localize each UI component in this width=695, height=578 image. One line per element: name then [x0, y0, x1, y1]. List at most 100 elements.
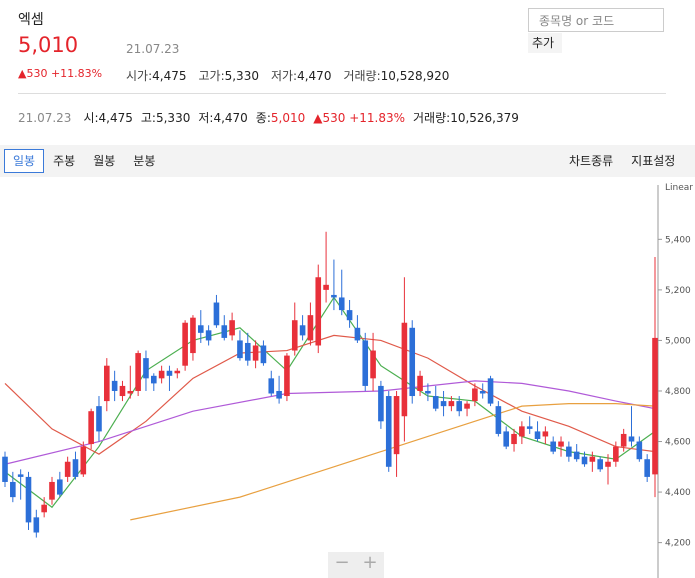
candle-body [605, 461, 611, 467]
info-date: 21.07.23 [18, 111, 72, 125]
info-value: 4,475 [98, 111, 133, 125]
stat-label: 거래량: [343, 69, 381, 83]
candle-body [456, 401, 463, 412]
candle-body [33, 517, 40, 533]
candle-body [558, 441, 564, 447]
candle-body [550, 441, 556, 452]
candle-body [299, 325, 306, 336]
toolbar-button[interactable]: 차트종류 [569, 154, 614, 168]
stat-label: 시가: [126, 69, 153, 83]
candle-body [229, 320, 235, 336]
candle-body [589, 456, 596, 462]
moving-average [4, 334, 656, 455]
candle-body [511, 433, 517, 445]
candle-body [197, 325, 204, 333]
candle-body [237, 340, 243, 359]
stat-value: 4,470 [297, 69, 332, 83]
candle-body [503, 431, 510, 447]
candle-body [393, 396, 400, 455]
stat-value: 5,330 [224, 69, 259, 83]
info-value: 4,470 [213, 111, 248, 125]
candle-body [260, 345, 267, 364]
stat-value: 4,475 [152, 69, 187, 83]
divider [18, 93, 666, 94]
period-button[interactable]: 주봉 [53, 154, 76, 168]
candle-body [182, 322, 188, 366]
info-label: 저: [198, 111, 214, 125]
candle-body [268, 378, 275, 394]
candle-body [519, 426, 525, 437]
candle-body [487, 378, 494, 404]
candle-body [370, 350, 376, 379]
info-label: 거래량: [413, 111, 451, 125]
search-input[interactable]: 종목명 or 코드 [528, 8, 664, 32]
candle-body [620, 433, 627, 447]
candle-body [644, 459, 650, 477]
candle-body [174, 370, 181, 374]
info-change: ▲530 +11.83% [313, 111, 406, 125]
candle-body [276, 390, 282, 399]
y-tick-label: 5,000 [665, 336, 691, 346]
candle-body [119, 385, 126, 397]
candle-body [96, 406, 102, 432]
stock-name: 엑셈 [18, 12, 44, 28]
candle-body [448, 401, 455, 407]
price: 5,010 [18, 33, 79, 57]
candle-body [652, 337, 658, 475]
candle-body [385, 396, 392, 467]
candle-body [315, 277, 322, 346]
candle-body [2, 456, 8, 482]
period-button[interactable]: 분봉 [133, 154, 156, 168]
candle-body [88, 411, 94, 445]
candle-body [331, 294, 337, 298]
zoom-controls: − + [328, 552, 384, 578]
y-tick-label: 4,600 [665, 438, 691, 448]
moving-average [130, 403, 656, 521]
candle-body [432, 396, 439, 409]
candle-body [581, 456, 588, 465]
candle-body [354, 327, 361, 341]
info-label: 고: [140, 111, 156, 125]
period-button[interactable]: 일봉 [4, 149, 45, 173]
candle-body [143, 358, 149, 379]
zoom-out[interactable]: − [334, 552, 350, 573]
candle-body [628, 436, 635, 442]
candle-body [111, 380, 118, 391]
candle-body [158, 370, 165, 379]
date: 21.07.23 [126, 42, 180, 56]
add-button[interactable]: 추가 [528, 33, 562, 53]
period-button[interactable]: 월봉 [93, 154, 116, 168]
candle-body [597, 459, 603, 470]
candle-body [150, 375, 157, 384]
toolbar-right: 차트종류 지표설정 [560, 149, 684, 173]
stat-label: 저가: [270, 69, 298, 83]
candle-body [64, 461, 71, 477]
candle-body [104, 365, 110, 402]
candle-body [10, 481, 16, 498]
info-value: 5,010 [270, 111, 306, 125]
candle-body [17, 474, 24, 477]
candle-body [135, 353, 141, 391]
info-volume: 10,526,379 [450, 111, 519, 125]
candle-body [166, 370, 173, 376]
candle-body [472, 388, 478, 402]
candle-body [526, 426, 533, 429]
toolbar-button[interactable]: 지표설정 [631, 154, 676, 168]
info-value: 5,330 [155, 111, 191, 125]
candle-body [464, 403, 470, 409]
candle-body [291, 320, 298, 351]
candle-body [534, 431, 541, 439]
change: ▲530 +11.83% [18, 67, 103, 80]
moving-average [4, 380, 656, 465]
y-tick-label: 4,800 [665, 387, 691, 397]
candle-body [41, 504, 47, 513]
zoom-in[interactable]: + [362, 552, 378, 573]
candle-body [72, 459, 79, 477]
candle-body [362, 340, 369, 386]
candle-body [57, 479, 63, 495]
candle-body [346, 310, 353, 321]
candle-body [307, 315, 314, 341]
stat-label: 고가: [198, 69, 225, 83]
candle-body [409, 327, 416, 397]
